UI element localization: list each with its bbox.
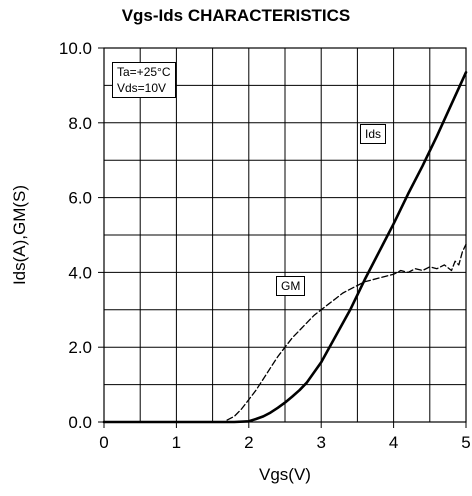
x-tick-label: 3 bbox=[316, 433, 325, 452]
condition-vds: Vds=10V bbox=[117, 81, 167, 95]
conditions-box: Ta=+25°C Vds=10V bbox=[112, 62, 176, 98]
condition-temperature: Ta=+25°C bbox=[117, 65, 171, 79]
x-tick-label: 0 bbox=[99, 433, 108, 452]
x-tick-label: 5 bbox=[461, 433, 470, 452]
x-tick-label: 4 bbox=[389, 433, 398, 452]
gm-annotation: GM bbox=[276, 276, 306, 296]
ids-annotation: Ids bbox=[360, 124, 387, 144]
series-line-ids bbox=[102, 71, 468, 424]
series-line-gm bbox=[226, 243, 467, 421]
y-tick-label: 4.0 bbox=[68, 263, 92, 282]
x-tick-label: 1 bbox=[172, 433, 181, 452]
x-tick-label: 2 bbox=[244, 433, 253, 452]
chart-title: Vgs-Ids CHARACTERISTICS bbox=[121, 6, 351, 25]
y-tick-label: 0.0 bbox=[68, 413, 92, 432]
y-tick-label: 2.0 bbox=[68, 338, 92, 357]
x-axis-label: Vgs(V) bbox=[259, 465, 311, 484]
y-tick-label: 8.0 bbox=[68, 114, 92, 133]
y-tick-label: 10.0 bbox=[59, 39, 92, 58]
plot-border bbox=[103, 47, 467, 423]
y-tick-label: 6.0 bbox=[68, 189, 92, 208]
